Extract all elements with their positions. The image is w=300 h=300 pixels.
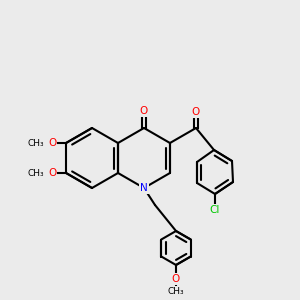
Text: O: O [48, 138, 56, 148]
Text: CH₃: CH₃ [168, 286, 184, 296]
Text: O: O [48, 168, 56, 178]
Text: N: N [140, 183, 148, 193]
Text: O: O [172, 274, 180, 284]
Text: Cl: Cl [210, 205, 220, 215]
Text: O: O [192, 107, 200, 117]
Text: O: O [140, 106, 148, 116]
Text: CH₃: CH₃ [28, 139, 44, 148]
Text: CH₃: CH₃ [28, 169, 44, 178]
